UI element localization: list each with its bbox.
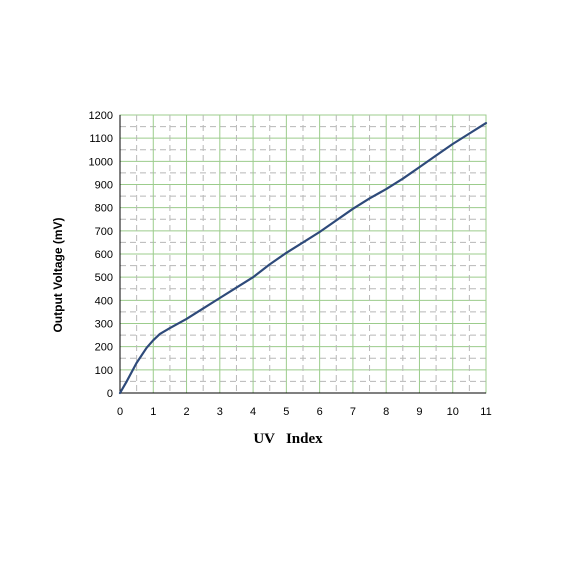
x-tick-label: 9 <box>416 406 422 418</box>
y-tick-label: 1100 <box>89 133 113 145</box>
y-tick-label: 200 <box>95 342 113 354</box>
x-tick-label: 3 <box>217 406 223 418</box>
y-tick-label: 500 <box>95 272 113 284</box>
x-tick-label: 10 <box>447 406 459 418</box>
y-tick-labels: 0 100 200 300 400 500 600 700 800 900 1000 1100 1200 <box>89 110 113 400</box>
y-tick-label: 0 <box>107 388 113 400</box>
y-tick-label: 1200 <box>89 110 113 122</box>
x-tick-label: 5 <box>283 406 289 418</box>
y-tick-label: 400 <box>95 295 113 307</box>
x-axis-label: UV Index <box>253 431 323 447</box>
x-tick-label: 0 <box>117 406 123 418</box>
series-line <box>118 122 488 395</box>
y-tick-label: 900 <box>95 180 113 192</box>
y-tick-label: 300 <box>95 319 113 331</box>
x-tick-label: 1 <box>150 406 156 418</box>
series-layer <box>118 122 488 395</box>
y-axis-label: Output Voltage (mV) <box>51 217 65 332</box>
x-tick-label: 2 <box>183 406 189 418</box>
x-tick-label: 8 <box>383 406 389 418</box>
x-tick-labels: 0 1 2 3 4 5 6 7 8 9 10 11 <box>117 406 492 418</box>
x-tick-label: 11 <box>480 406 491 418</box>
axes <box>119 115 486 394</box>
y-tick-label: 600 <box>95 249 113 261</box>
y-tick-label: 100 <box>95 365 113 377</box>
y-tick-label: 700 <box>95 226 113 238</box>
y-tick-label: 800 <box>95 203 113 215</box>
y-tick-label: 1000 <box>89 156 113 168</box>
x-tick-label: 6 <box>317 406 323 418</box>
grid-lines <box>119 114 487 394</box>
x-tick-label: 7 <box>350 406 356 418</box>
x-tick-label: 4 <box>250 406 256 418</box>
